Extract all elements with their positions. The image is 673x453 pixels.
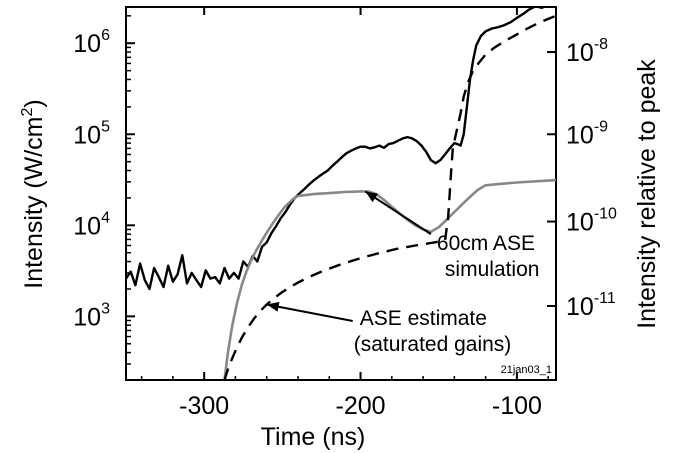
annotation-text: (saturated gains) bbox=[354, 333, 512, 356]
annotation-arrow bbox=[364, 190, 432, 235]
y-right-axis-ticks: 10-11 10-10 10-9 10-8 bbox=[547, 36, 617, 321]
y-right-tick-label: 10-8 bbox=[566, 36, 608, 67]
x-tick-label: -300 bbox=[179, 392, 229, 420]
plot-frame bbox=[125, 6, 557, 381]
ase-simulation-line bbox=[223, 178, 556, 380]
y-tick-label: 104 bbox=[73, 209, 110, 240]
y-right-tick-label: 10-10 bbox=[566, 206, 617, 237]
annotation-text: simulation bbox=[445, 258, 540, 281]
annotation-arrow bbox=[266, 303, 353, 322]
x-axis-ticks: -300 -200 -100 bbox=[140, 7, 549, 420]
y-axis-label: Intensity (W/cm2) bbox=[19, 99, 48, 288]
x-axis-label: Time (ns) bbox=[261, 423, 366, 451]
x-tick-label: -200 bbox=[336, 392, 386, 420]
y-tick-label: 106 bbox=[73, 27, 110, 58]
annotation-arrowhead bbox=[266, 301, 280, 312]
figure-tag: 21jan03_1 bbox=[501, 364, 552, 376]
annotation-arrowhead bbox=[365, 191, 379, 203]
y-right-tick-label: 10-11 bbox=[566, 290, 616, 321]
y-right-axis-label: Intensity relative to peak bbox=[633, 59, 661, 329]
annotation-text: 60cm ASE bbox=[437, 232, 535, 255]
annotations: 60cm ASE simulation ASE estimate (saturated… bbox=[266, 190, 540, 356]
annotation-text: ASE estimate bbox=[360, 307, 487, 330]
y-axis-ticks: 103 104 105 106 bbox=[73, 15, 135, 381]
ase-estimate-line bbox=[223, 14, 556, 380]
y-right-tick-label: 10-9 bbox=[566, 118, 608, 149]
y-tick-label: 105 bbox=[73, 118, 110, 149]
x-tick-label: -100 bbox=[492, 392, 542, 420]
y-tick-label: 103 bbox=[73, 300, 110, 331]
